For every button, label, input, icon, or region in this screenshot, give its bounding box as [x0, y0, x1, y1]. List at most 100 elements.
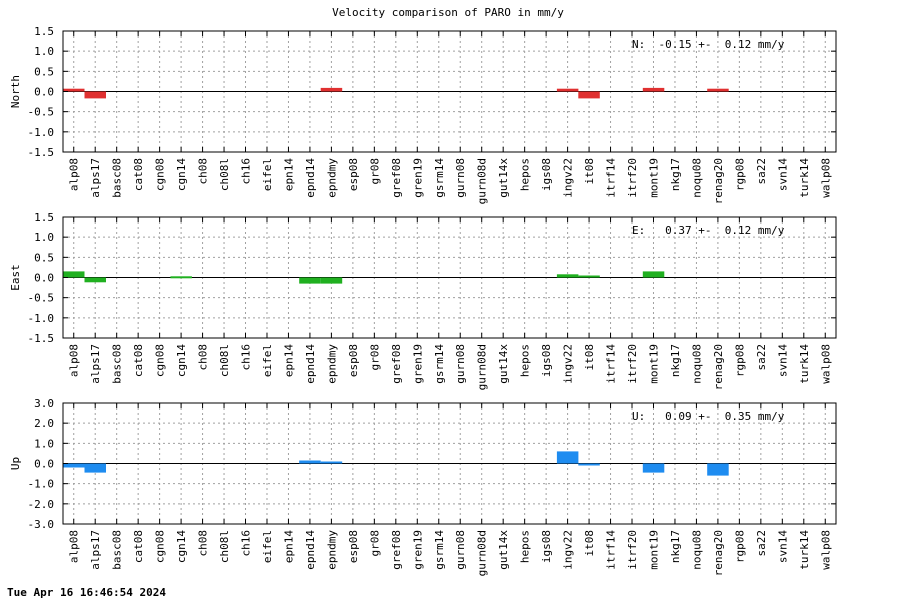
up-bar-alp08 — [63, 463, 85, 468]
up-ytick-label: 3.0 — [34, 397, 54, 410]
up-bar-epnd14 — [299, 460, 321, 464]
up-xtick-label: hepos — [519, 530, 532, 563]
north-xtick-label: basc08 — [111, 158, 124, 198]
up-xtick-label: itrf20 — [626, 530, 639, 570]
up-xtick-label: eifel — [261, 530, 274, 563]
east-bar-cgn14 — [170, 276, 192, 279]
up-xtick-label: rgp08 — [733, 530, 746, 563]
up-xtick-label: cgn14 — [175, 530, 188, 563]
north-xtick-label: gsrm14 — [433, 158, 446, 198]
up-xtick-label: gsrm14 — [433, 530, 446, 570]
east-xtick-label: itrf14 — [605, 344, 618, 384]
north-xtick-label: epndmy — [325, 158, 338, 198]
east-ytick-label: -0.5 — [28, 292, 55, 305]
north-ytick-label: -1.5 — [28, 146, 55, 159]
up-xtick-label: gr08 — [368, 530, 381, 557]
north-ytick-label: 1.0 — [34, 45, 54, 58]
east-xtick-label: gren19 — [411, 344, 424, 384]
north-ytick-label: 0.5 — [34, 65, 54, 78]
east-xtick-label: ch08l — [218, 344, 231, 377]
up-xtick-label: itrf14 — [605, 530, 618, 570]
north-xtick-label: renag20 — [712, 158, 725, 204]
up-xtick-label: cat08 — [132, 530, 145, 563]
up-xtick-label: epndmy — [325, 530, 338, 570]
east-xtick-label: gref08 — [390, 344, 403, 384]
up-xtick-label: gref08 — [390, 530, 403, 570]
east-bar-epndmy — [320, 277, 343, 284]
east-ytick-label: 0.5 — [34, 251, 54, 264]
east-ytick-label: -1.5 — [28, 332, 55, 345]
up-bar-alps17 — [84, 463, 106, 473]
east-xtick-label: epn14 — [283, 344, 296, 377]
north-xtick-label: sa22 — [755, 158, 768, 185]
north-xtick-label: turk14 — [798, 158, 811, 198]
north-xtick-label: esp08 — [347, 158, 360, 191]
up-ytick-label: 1.0 — [34, 437, 54, 450]
up-xtick-label: gurn08d — [476, 530, 489, 576]
north-xtick-label: nkg17 — [669, 158, 682, 191]
up-xtick-label: gut14x — [497, 530, 510, 570]
timestamp-footer: Tue Apr 16 16:46:54 2024 — [7, 586, 166, 599]
north-bar-ingv22 — [556, 88, 579, 92]
north-xtick-label: ch08l — [218, 158, 231, 191]
north-xtick-label: cgn14 — [175, 158, 188, 191]
east-xtick-label: ingv22 — [562, 344, 575, 384]
north-xtick-label: svn14 — [776, 158, 789, 191]
north-xtick-label: epn14 — [283, 158, 296, 191]
north-xtick-label: igs08 — [540, 158, 553, 191]
east-xtick-label: esp08 — [347, 344, 360, 377]
north-xtick-label: ingv22 — [562, 158, 575, 198]
up-xtick-label: alps17 — [89, 530, 102, 570]
east-xtick-label: mont19 — [648, 344, 661, 384]
north-xtick-label: rgp08 — [733, 158, 746, 191]
east-xtick-label: sa22 — [755, 344, 768, 371]
east-xtick-label: hepos — [519, 344, 532, 377]
east-xtick-label: it08 — [583, 344, 596, 371]
east-xtick-label: gurn08d — [476, 344, 489, 390]
up-xtick-label: basc08 — [111, 530, 124, 570]
north-bar-alp08 — [63, 88, 85, 92]
up-xtick-label: cgn08 — [154, 530, 167, 563]
east-xtick-label: eifel — [261, 344, 274, 377]
north-xtick-label: gurn08d — [476, 158, 489, 204]
north-bar-mont19 — [642, 87, 665, 92]
up-xtick-label: epn14 — [283, 530, 296, 563]
north-xtick-label: gref08 — [390, 158, 403, 198]
east-xtick-label: renag20 — [712, 344, 725, 390]
north-ytick-label: 1.5 — [34, 25, 54, 38]
up-xtick-label: ingv22 — [562, 530, 575, 570]
up-xtick-label: igs08 — [540, 530, 553, 563]
north-xtick-label: alp08 — [68, 158, 81, 191]
north-xtick-label: cgn08 — [154, 158, 167, 191]
east-xtick-label: gr08 — [368, 344, 381, 371]
up-xtick-label: noqu08 — [690, 530, 703, 570]
east-xtick-label: walp08 — [819, 344, 832, 384]
east-ytick-label: 1.5 — [34, 211, 54, 224]
east-bar-alp08 — [63, 271, 85, 278]
up-bar-ingv22 — [556, 451, 579, 464]
north-xtick-label: alps17 — [89, 158, 102, 198]
up-bar-it08 — [578, 463, 600, 466]
up-xtick-label: ch16 — [240, 530, 253, 557]
east-xtick-label: alps17 — [89, 344, 102, 384]
chart-title: Velocity comparison of PARO in mm/y — [332, 6, 564, 19]
north-xtick-label: gr08 — [368, 158, 381, 185]
north-xtick-label: mont19 — [648, 158, 661, 198]
north-xtick-label: walp08 — [819, 158, 832, 198]
up-xtick-label: gren19 — [411, 530, 424, 570]
east-xtick-label: nkg17 — [669, 344, 682, 377]
east-xtick-label: itrf20 — [626, 344, 639, 384]
up-xtick-label: nkg17 — [669, 530, 682, 563]
up-bar-epndmy — [320, 461, 343, 464]
north-xtick-label: gut14x — [497, 158, 510, 198]
east-xtick-label: noqu08 — [690, 344, 703, 384]
up-xtick-label: it08 — [583, 530, 596, 557]
north-bar-alps17 — [84, 91, 106, 99]
north-xtick-label: ch08 — [197, 158, 210, 185]
north-xtick-label: itrf14 — [605, 158, 618, 198]
east-bar-it08 — [578, 275, 600, 278]
north-xtick-label: gurn08 — [454, 158, 467, 198]
up-xtick-label: walp08 — [819, 530, 832, 570]
north-xtick-label: epnd14 — [304, 158, 317, 198]
east-xtick-label: epnd14 — [304, 344, 317, 384]
